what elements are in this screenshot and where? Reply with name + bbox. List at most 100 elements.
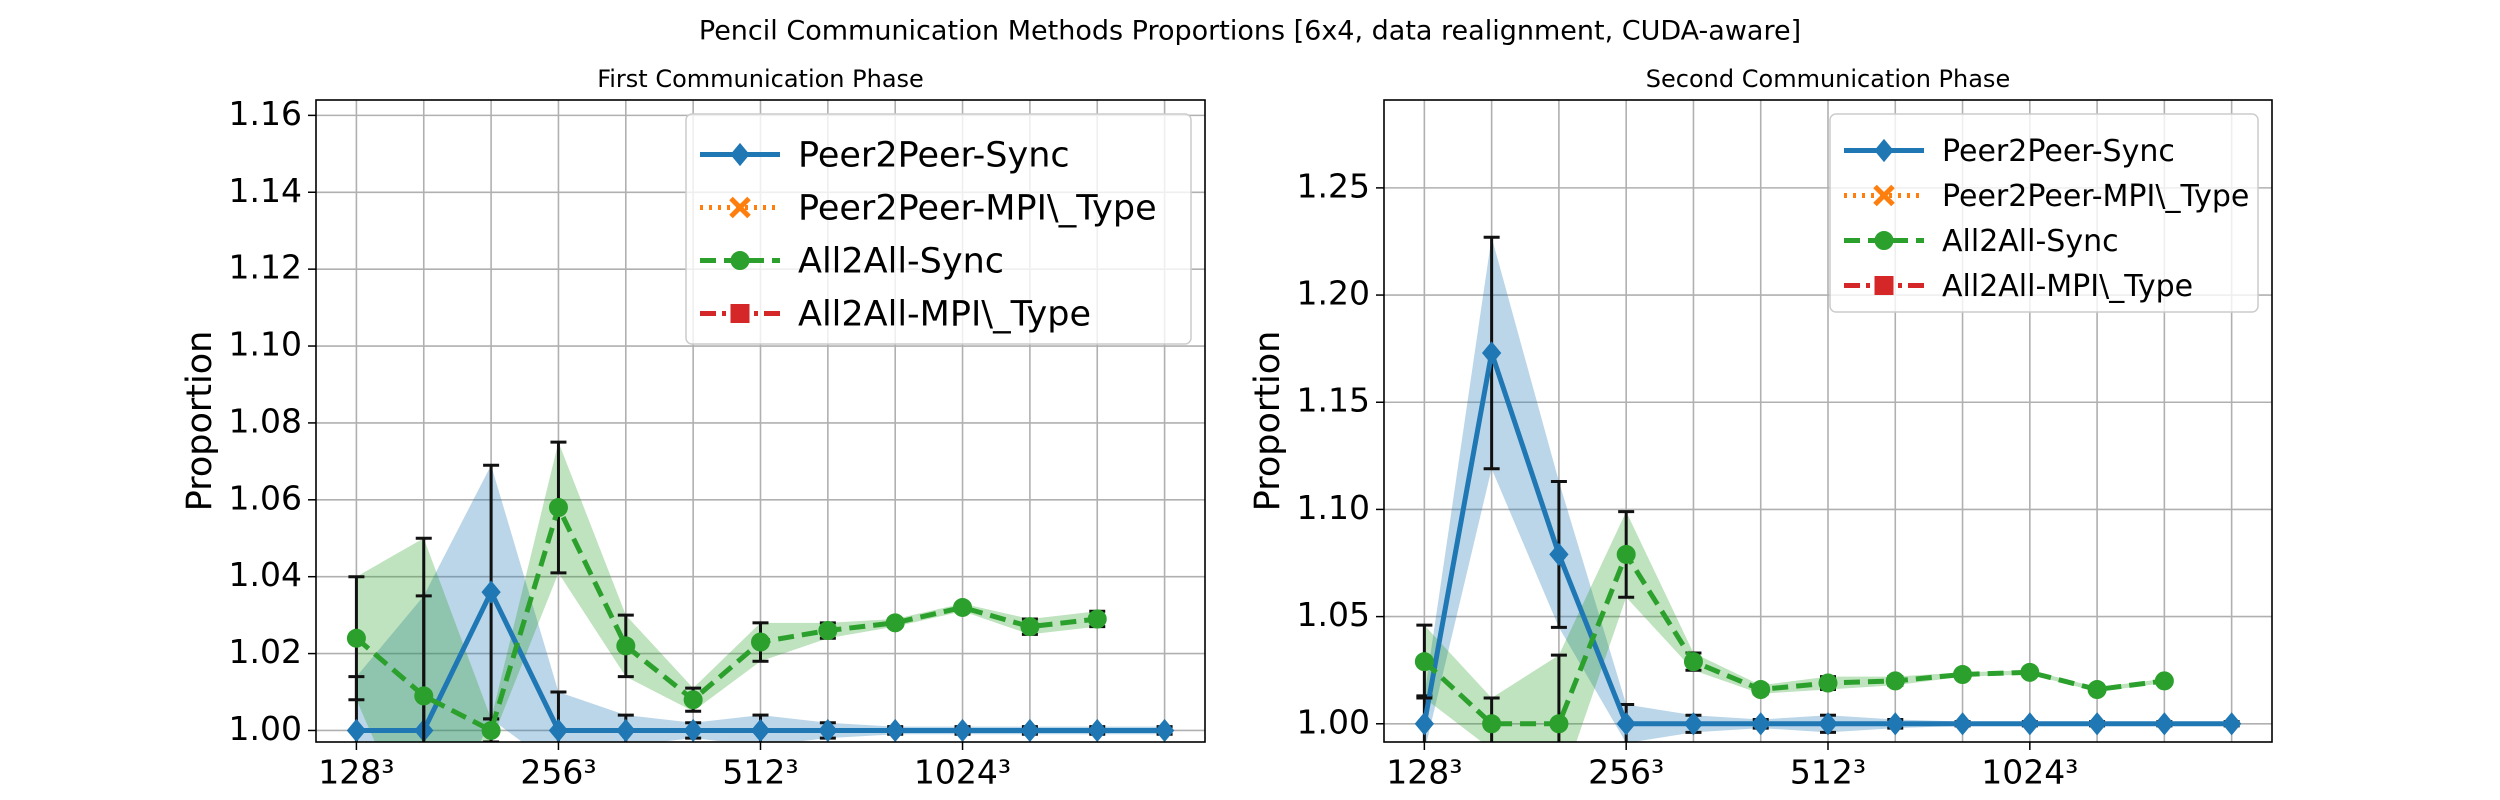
y-tick-label: 1.12 — [229, 248, 302, 287]
x-tick-label: 1024³ — [1981, 753, 2078, 792]
legend-label: All2All-Sync — [1942, 224, 2119, 259]
y-tick-label: 1.10 — [1297, 488, 1370, 527]
legend-label: Peer2Peer-MPI\_Type — [798, 189, 1157, 229]
data-point — [2154, 712, 2175, 736]
data-point — [1482, 714, 1502, 734]
data-point — [2020, 662, 2040, 682]
data-point — [1414, 652, 1434, 672]
data-point — [1818, 712, 1838, 736]
data-point — [1885, 671, 1905, 691]
data-point — [414, 686, 434, 706]
legend-marker — [729, 196, 751, 219]
y-tick-label: 1.04 — [229, 555, 302, 594]
plot-area — [346, 440, 1175, 742]
data-point — [2221, 712, 2242, 736]
y-axis-label: Proportion — [1248, 331, 1288, 512]
figure-title: Pencil Communication Methods Proportions… — [699, 16, 1801, 47]
y-tick-label: 1.16 — [229, 94, 302, 133]
legend-label: All2All-MPI\_Type — [798, 295, 1091, 335]
legend-marker — [1874, 231, 1894, 250]
y-tick-label: 1.08 — [229, 401, 302, 440]
axes-frame — [1383, 99, 2273, 743]
data-point — [1154, 718, 1175, 742]
y-tick-label: 1.00 — [1297, 702, 1370, 741]
data-point — [548, 497, 568, 517]
data-point — [1885, 712, 1905, 736]
error-band — [1424, 237, 2232, 742]
data-point — [1549, 542, 1569, 567]
data-point — [1414, 712, 1435, 736]
plot-area — [1414, 235, 2242, 742]
data-point — [616, 636, 636, 656]
data-point — [1020, 718, 1040, 742]
legend: Peer2Peer-Sync Peer2Peer-MPI\_Type All2All… — [1829, 113, 2259, 313]
y-tick-label: 1.06 — [229, 478, 302, 517]
y-tick-label: 1.14 — [229, 171, 302, 210]
x-tick-label: 1024³ — [914, 753, 1011, 792]
x-tick-label: 256³ — [1588, 753, 1664, 792]
y-tick-label: 1.05 — [1297, 595, 1370, 634]
x-tick-label: 128³ — [318, 753, 394, 792]
data-point — [1952, 712, 1973, 736]
legend-marker — [730, 304, 750, 323]
data-point — [1020, 617, 1040, 637]
y-axis-label: Proportion — [180, 331, 220, 512]
legend-box — [685, 113, 1192, 345]
data-point — [2154, 671, 2174, 691]
data-point — [346, 628, 366, 648]
data-point — [1616, 544, 1636, 564]
series-line — [354, 500, 1098, 735]
data-point — [683, 690, 703, 710]
data-point — [1683, 712, 1704, 736]
data-point — [481, 580, 501, 604]
data-point — [1953, 664, 1973, 684]
data-point — [1549, 714, 1569, 734]
data-point — [1481, 341, 1502, 365]
legend-marker — [1874, 276, 1894, 295]
x-tick-label: 256³ — [520, 753, 596, 792]
error-band — [1424, 511, 2165, 742]
legend-marker — [1873, 184, 1895, 207]
data-point — [1751, 679, 1771, 699]
y-tick-label: 1.10 — [229, 325, 302, 364]
data-point — [1751, 712, 1771, 736]
data-point — [2087, 679, 2107, 699]
axes-frame — [315, 99, 1206, 743]
data-point — [885, 718, 905, 742]
data-point — [1087, 718, 1107, 742]
y-tick-label: 1.02 — [229, 632, 302, 671]
y-tick-label: 1.25 — [1297, 166, 1370, 205]
y-tick-label: 1.00 — [229, 709, 302, 748]
data-point — [481, 720, 501, 740]
data-point — [2087, 712, 2107, 736]
legend: Peer2Peer-Sync Peer2Peer-MPI\_Type All2All… — [685, 113, 1192, 345]
error-band — [356, 465, 1165, 742]
data-point — [2020, 712, 2040, 736]
data-point — [952, 718, 973, 742]
legend-label: Peer2Peer-Sync — [1942, 134, 2175, 169]
subplot-title: Second Communication Phase — [1646, 65, 2010, 93]
legend-marker — [730, 142, 750, 167]
legend-box — [1829, 113, 2259, 313]
data-point — [1087, 609, 1107, 629]
x-tick-label: 512³ — [1790, 753, 1866, 792]
legend-label: All2All-Sync — [798, 242, 1004, 282]
legend-marker — [1874, 138, 1894, 163]
data-point — [885, 613, 905, 633]
x-tick-label: 128³ — [1386, 753, 1462, 792]
series-line — [1422, 548, 2165, 727]
data-point — [751, 632, 770, 652]
data-point — [1616, 712, 1636, 736]
data-point — [1818, 673, 1838, 693]
legend-label: Peer2Peer-Sync — [798, 136, 1070, 176]
data-point — [818, 621, 838, 641]
subplot-title: First Communication Phase — [597, 65, 924, 93]
error-band — [356, 442, 1098, 742]
data-point — [1683, 652, 1703, 672]
y-tick-label: 1.15 — [1297, 381, 1370, 420]
legend-label: All2All-MPI\_Type — [1942, 269, 2193, 304]
y-tick-label: 1.20 — [1297, 274, 1370, 313]
data-point — [953, 597, 973, 617]
x-tick-label: 512³ — [722, 753, 798, 792]
